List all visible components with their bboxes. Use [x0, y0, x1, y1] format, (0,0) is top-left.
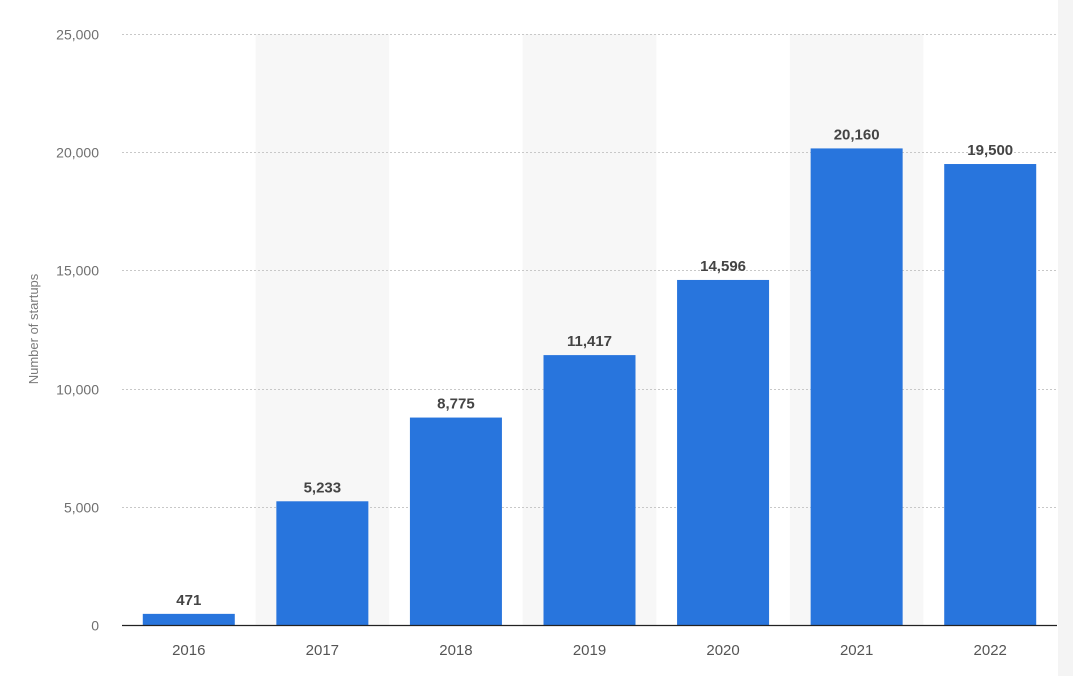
x-tick-label: 2017: [306, 642, 339, 659]
value-label: 5,233: [304, 479, 342, 496]
bar-2020: [677, 279, 770, 625]
bar-2021: [810, 148, 903, 625]
value-label: 19,500: [967, 142, 1013, 159]
y-axis-title: Number of startups: [26, 273, 41, 384]
value-label: 11,417: [567, 333, 612, 350]
y-tick-label: 0: [91, 618, 99, 634]
y-axis-ticks: 0 5,000 10,000 15,000 20,000 25,000: [56, 27, 99, 634]
value-labels: 471 5,233 8,775 11,417 14,596 20,160 19,500: [176, 126, 1013, 608]
bar-2022: [944, 164, 1037, 625]
x-tick-label: 2019: [573, 642, 606, 659]
y-tick-label: 15,000: [56, 263, 99, 279]
bars: [142, 148, 1037, 625]
bar-2018: [409, 417, 502, 625]
x-tick-label: 2020: [706, 642, 739, 659]
value-label: 20,160: [834, 126, 880, 143]
y-tick-label: 5,000: [64, 500, 99, 516]
value-label: 14,596: [700, 258, 746, 275]
y-tick-label: 10,000: [56, 382, 99, 398]
value-label: 8,775: [437, 396, 475, 413]
value-label: 471: [176, 592, 201, 609]
y-tick-label: 20,000: [56, 145, 99, 161]
x-axis-labels: 2016 2017 2018 2019 2020 2021 2022: [172, 642, 1007, 659]
bar-2016: [142, 613, 235, 625]
x-tick-label: 2021: [840, 642, 873, 659]
x-tick-label: 2018: [439, 642, 472, 659]
right-edge-strip: [1058, 0, 1073, 676]
bar-2017: [276, 501, 369, 625]
x-tick-label: 2016: [172, 642, 205, 659]
x-tick-label: 2022: [974, 642, 1007, 659]
y-tick-label: 25,000: [56, 27, 99, 43]
bar-2019: [543, 355, 636, 625]
